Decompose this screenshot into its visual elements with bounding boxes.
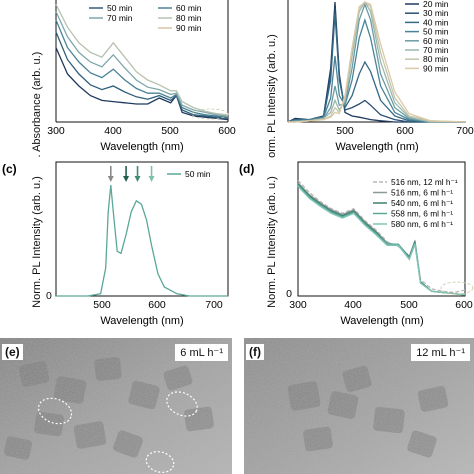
panel-d-legend-4: 558 nm, 6 ml h⁻¹ [391,209,453,219]
panel-a-legend-1: 50 min [107,3,133,13]
panel-c-xtick-2: 600 [148,299,166,311]
panel-b-legend-2: 30 min [423,8,449,18]
panel-d-chart: (d) Norm. PL Intensity (arb. u.) 0 300 4… [239,161,474,327]
panel-c-xtick-1: 500 [93,299,111,311]
panel-a-series-3 [55,19,229,118]
panel-a-series-2 [55,31,229,120]
panel-a-xlabel: Wavelength (nm) [100,141,183,153]
panel-a-legend: 50 min 70 min 60 min 80 min 90 min [89,3,202,33]
panel-a-xtick-2: 400 [104,125,122,137]
panel-b-xlabel: Wavelength (nm) [335,141,418,153]
tem-e-highlight-3 [145,451,175,473]
panel-a-legend-4: 80 min [176,13,202,23]
panel-a-xtick-3: 500 [161,125,179,137]
panel-b-series-6 [288,0,466,123]
panel-a-ylabel: Norm. Absorbance (arb. u.) [31,52,43,158]
panel-b-legend-7: 80 min [423,54,449,64]
panel-c-arrow-head-1 [107,176,114,182]
panel-c-yzero: 0 [46,290,52,302]
panel-a-series-1 [55,47,229,121]
panel-b-xtick-3: 700 [456,125,474,137]
panel-d-ylabel: Norm. PL Intensity (arb. u.) [266,176,278,308]
panel-c-xlabel: Wavelength (nm) [100,315,183,327]
tem-e-tag: 6 mL h⁻¹ [175,344,228,361]
tem-e-label: (e) [2,344,23,360]
panel-c-series-1 [56,185,228,297]
panel-c-arrow-head-2 [123,176,130,182]
panel-d-legend-5: 580 nm, 6 ml h⁻¹ [391,219,453,229]
panel-d-series-5 [297,185,466,296]
panel-d-label: (d) [239,162,254,176]
panel-c-legend-1: 50 min [185,169,211,179]
panel-a-xtick-1: 300 [47,125,65,137]
panel-d-series-1 [297,179,466,294]
panel-d-legend-2: 516 nm, 6 ml h⁻¹ [391,188,453,198]
panel-d-yzero: 0 [286,288,292,300]
panel-d-legend-1: 516 nm, 12 ml h⁻¹ [391,177,458,187]
panel-c-arrow-head-4 [148,176,155,182]
panel-b-series-4 [287,17,466,123]
panel-c-label: (c) [2,162,17,176]
panel-c-ylabel: Norm. PL Intensity (arb. u.) [31,176,43,308]
panel-a-legend-2: 70 min [107,13,133,23]
panel-b-series-8 [288,1,467,123]
panel-d-xlabel: Wavelength (nm) [340,315,423,327]
panel-a-legend-3: 60 min [176,3,202,13]
tem-image-e: (e) 6 mL h⁻¹ [0,338,232,474]
panel-d-highlight-ellipse [440,281,474,295]
panel-b-legend-4: 50 min [423,27,449,37]
panel-b-legend-8: 90 min [423,63,449,73]
panel-c-arrow-head-3 [134,176,141,182]
panel-a-series-5 [55,4,229,116]
tem-image-e-texture [0,338,232,474]
panel-d-xtick-2: 400 [344,299,362,311]
panel-d-xtick-3: 500 [400,299,418,311]
panel-b-legend-5: 60 min [423,36,449,46]
panel-c-xtick-3: 700 [205,299,223,311]
panel-c-chart: (c) Norm. PL Intensity (arb. u.) 500 600… [2,161,229,327]
panel-b-legend-6: 70 min [423,45,449,55]
panel-b-series-2 [287,7,466,123]
panel-d-legend-3: 540 nm, 6 ml h⁻¹ [391,198,453,208]
panel-a-chart: Norm. Absorbance (arb. u.) 300 400 500 6… [31,0,236,158]
panel-a-highlight-ellipse [191,108,229,120]
panel-d-xtick-1: 300 [289,299,307,311]
tem-f-tag: 12 mL h⁻¹ [411,344,470,361]
panel-a-xtick-4: 600 [218,125,236,137]
panel-a-series-4 [55,11,229,117]
tem-e-highlight-2 [166,391,198,417]
panel-d-xtick-4: 600 [455,299,473,311]
panel-b-chart: Norm. PL Intensity (arb. u.) 500 600 700… [266,0,474,158]
panel-b-legend-3: 40 min [423,17,449,27]
tem-f-label: (f) [246,344,264,360]
panel-a-legend-5: 90 min [176,23,202,33]
panel-b-xtick-2: 600 [396,125,414,137]
panel-b-legend-1: 20 min [423,0,449,9]
panel-b-ylabel: Norm. PL Intensity (arb. u.) [266,34,278,158]
tem-image-f: (f) 12 mL h⁻¹ [244,338,474,474]
panel-b-xtick-1: 500 [336,125,354,137]
